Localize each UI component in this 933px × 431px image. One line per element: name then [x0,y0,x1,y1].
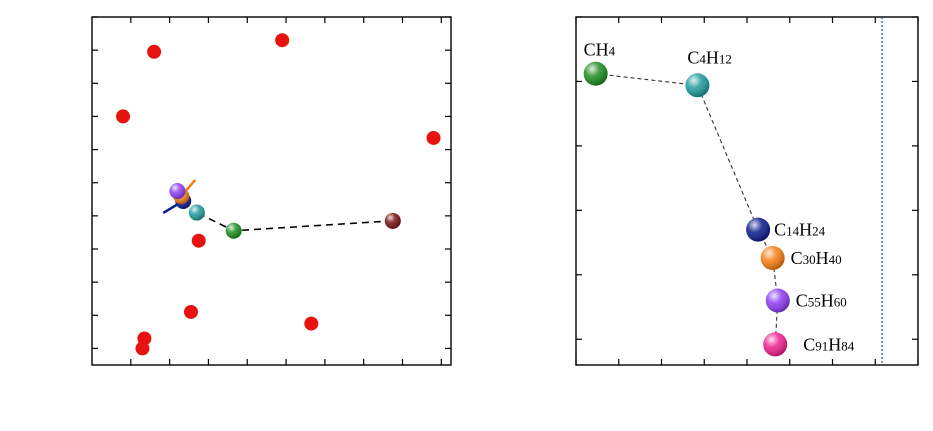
molecule-point [685,73,710,98]
gap-trend-line [595,73,779,345]
molecule-point [763,332,788,357]
molecule-point-shine [746,217,771,242]
plot-frame [91,16,452,366]
diamond-xii-point [225,222,242,239]
molecule-point-shine [760,246,785,271]
structure-point [426,130,441,145]
molecule-point [765,288,790,313]
diamond-xii-point-shine [169,183,186,199]
molecule-formula: C91H84 [803,334,855,354]
diamond-xii-point [188,204,205,221]
molecule-formula: C55H60 [796,291,847,311]
molecule-point [746,217,771,242]
molecule-formula: C30H40 [791,248,842,268]
structure-point [135,341,150,356]
molecule-formula: C4H12 [687,47,732,67]
molecule-formula: C14H24 [774,220,826,240]
structure-point [191,233,206,248]
molecule-point-shine [583,61,608,86]
diamond-xii-point-shine [225,222,242,239]
structure-point [275,33,290,48]
molecule-point [583,61,608,86]
chart-a [91,16,452,366]
structure-point [116,109,131,124]
molecule-formula: CH4 [584,40,616,60]
structure-point [183,304,198,319]
diamond-xii-point-shine [384,212,401,229]
plot-frame [575,16,919,366]
chart-b: CH4 C4H12 C14H24 C30H40 C55H60 C91H84 [575,16,919,366]
molecule-point-shine [765,288,790,313]
diamond-xii-point [169,183,186,199]
diamond-xii-point-shine [188,204,205,221]
structure-point [147,44,162,59]
molecule-point-shine [763,332,788,357]
molecule-point-shine [685,73,710,98]
diamond-xii-point [384,212,401,229]
molecule-point [760,246,785,271]
structure-point [304,316,319,331]
